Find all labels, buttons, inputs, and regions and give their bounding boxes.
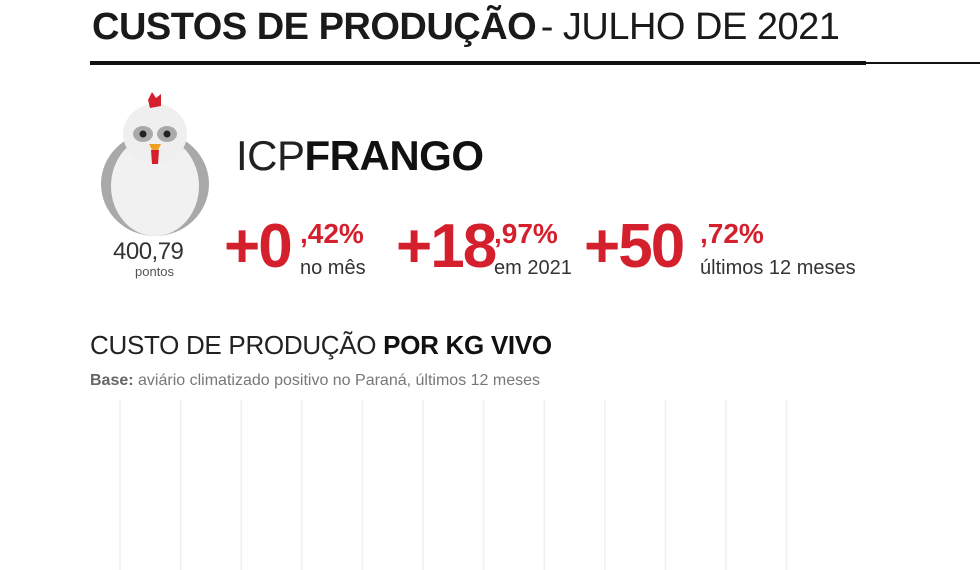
header-underline-extension	[866, 62, 980, 64]
section-title: CUSTO DE PRODUÇÃO POR KG VIVO	[90, 330, 552, 361]
section-title-bold: POR KG VIVO	[383, 330, 552, 360]
header-title-bold: CUSTOS DE PRODUÇÃO	[92, 6, 537, 48]
stat-year-integer: +18	[396, 212, 497, 281]
base-text: aviário climatizado positivo no Paraná, …	[138, 372, 540, 389]
index-points-value: 400,79	[113, 238, 184, 265]
stat-12-months-label: últimos 12 meses	[700, 257, 856, 279]
stat-month-label: no mês	[300, 257, 366, 279]
cost-chart	[119, 400, 788, 570]
header-title-date: - JULHO DE 2021	[540, 6, 840, 48]
stat-year-label: em 2021	[494, 257, 572, 279]
header-underline	[90, 61, 866, 65]
index-points-unit: pontos	[135, 264, 175, 279]
stat-12-months-integer: +50	[584, 212, 685, 281]
section-title-light: CUSTO DE PRODUÇÃO	[90, 330, 377, 360]
stat-12-months-decimal: ,72%	[700, 218, 764, 249]
stat-month-decimal: ,42%	[300, 218, 364, 249]
stat-month-integer: +0	[224, 212, 293, 281]
section-base-note: Base: aviário climatizado positivo no Pa…	[90, 372, 540, 390]
base-label: Base:	[90, 372, 134, 389]
stat-year-decimal: ,97%	[494, 218, 558, 249]
index-title-prefix: ICP	[236, 132, 305, 179]
index-title: ICPFRANGO	[236, 132, 484, 180]
chicken-icon	[101, 92, 209, 236]
page-header: CUSTOS DE PRODUÇÃO - JULHO DE 2021	[92, 6, 840, 49]
index-title-name: FRANGO	[304, 132, 485, 179]
